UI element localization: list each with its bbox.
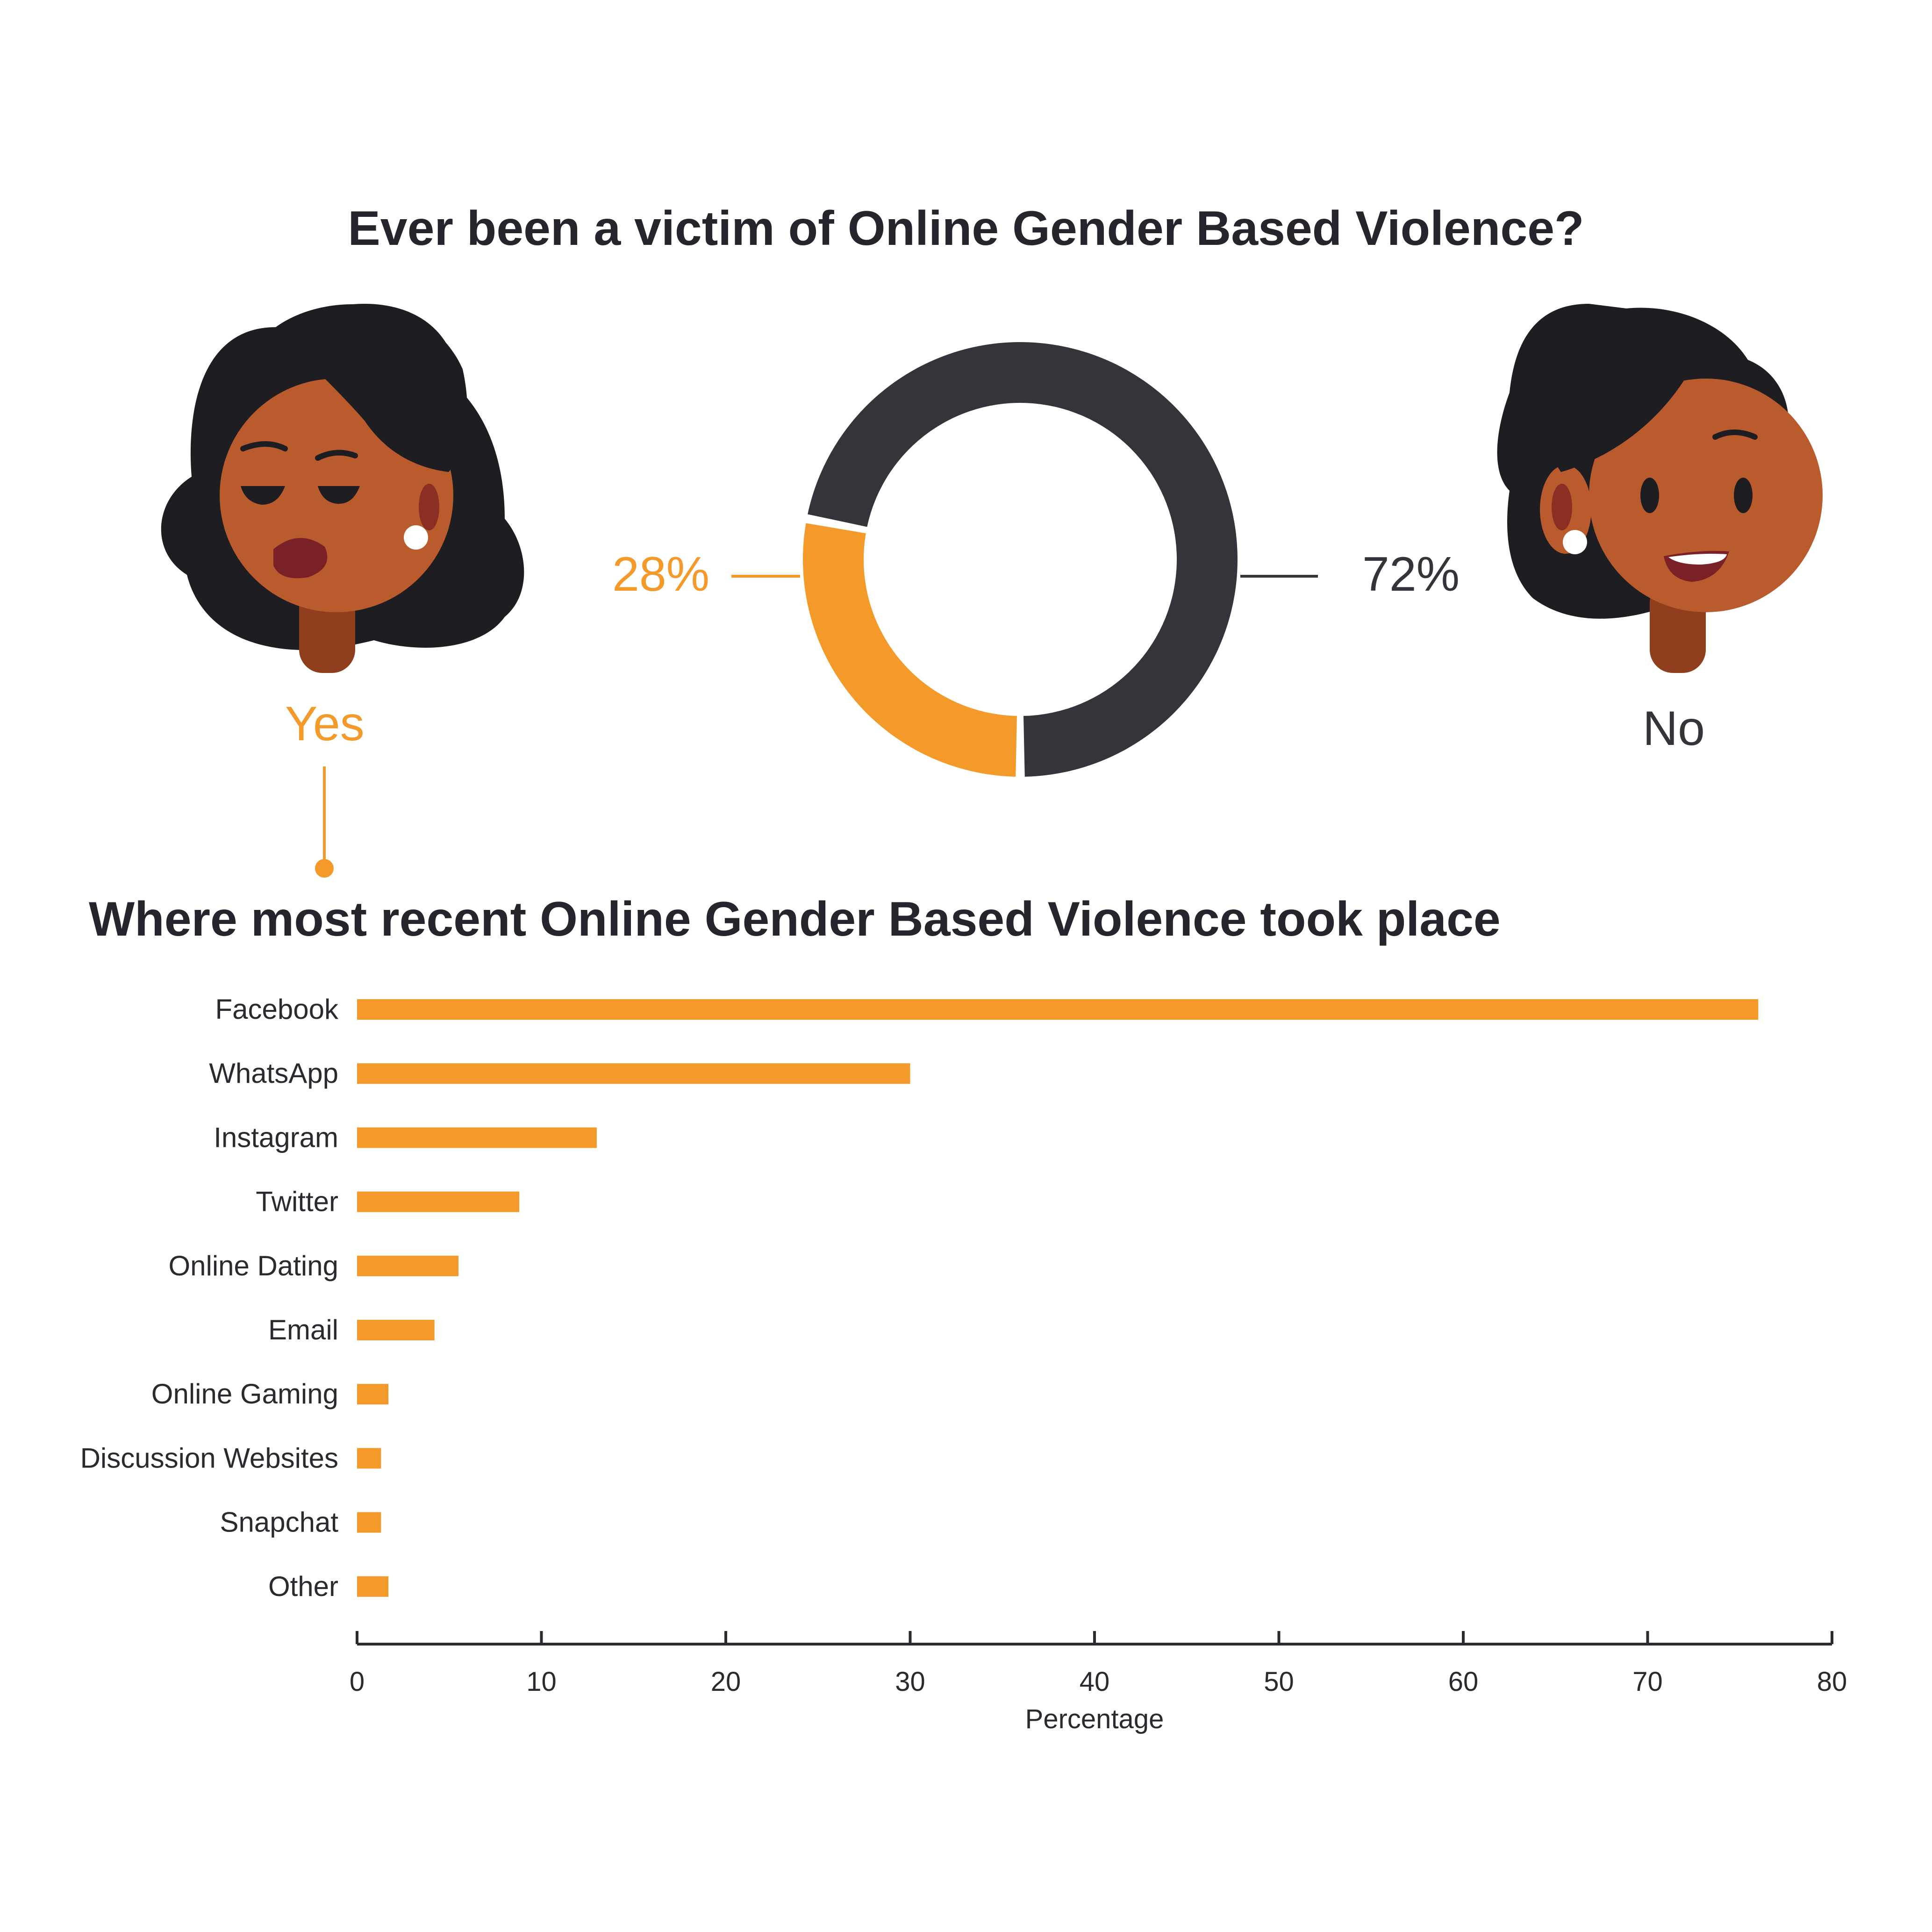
category-label-facebook: Facebook — [215, 994, 339, 1025]
donut-slice-yes — [802, 523, 1017, 777]
x-tick-label: 10 — [526, 1667, 557, 1697]
bar-discussion-websites — [357, 1448, 381, 1469]
x-axis-title: Percentage — [1025, 1704, 1164, 1734]
category-label-twitter: Twitter — [256, 1186, 338, 1217]
woman-no-icon — [1497, 304, 1823, 673]
bar-chart: Facebook WhatsApp Instagram Twitter Online D… — [80, 994, 1847, 1734]
woman-yes-icon — [161, 304, 524, 673]
bar-whatsapp — [357, 1063, 910, 1084]
no-percentage-label: 72% — [1362, 547, 1460, 601]
bar-facebook — [357, 999, 1759, 1020]
donut-chart — [802, 342, 1238, 777]
yes-label: Yes — [285, 697, 365, 751]
x-tick-label: 20 — [711, 1667, 741, 1697]
yes-percentage-label: 28% — [612, 547, 710, 601]
category-label-online-dating: Online Dating — [168, 1250, 338, 1281]
yes-connector-dot — [315, 859, 334, 878]
category-label-email: Email — [268, 1314, 338, 1345]
category-label-snapchat: Snapchat — [220, 1507, 338, 1538]
bar-snapchat — [357, 1512, 381, 1533]
x-tick-label: 70 — [1632, 1667, 1663, 1697]
x-tick-label: 60 — [1448, 1667, 1479, 1697]
bar-other — [357, 1576, 389, 1597]
bar-email — [357, 1320, 435, 1340]
x-tick-label: 0 — [350, 1667, 365, 1697]
category-label-whatsapp: WhatsApp — [209, 1058, 338, 1089]
donut-title: Ever been a victim of Online Gender Base… — [348, 201, 1584, 256]
bar-instagram — [357, 1127, 597, 1148]
bar-online-gaming — [357, 1384, 389, 1405]
x-tick-label: 50 — [1264, 1667, 1294, 1697]
x-tick-label: 30 — [895, 1667, 925, 1697]
x-tick-label: 40 — [1080, 1667, 1110, 1697]
bar-online-dating — [357, 1255, 458, 1276]
category-label-discussion-websites: Discussion Websites — [80, 1442, 338, 1474]
bar-chart-title: Where most recent Online Gender Based Vi… — [89, 892, 1501, 946]
x-tick-label: 80 — [1817, 1667, 1847, 1697]
category-label-online-gaming: Online Gaming — [151, 1378, 338, 1410]
bar-twitter — [357, 1191, 520, 1212]
category-label-instagram: Instagram — [214, 1122, 338, 1153]
no-label: No — [1643, 701, 1705, 756]
category-label-other: Other — [268, 1571, 338, 1602]
